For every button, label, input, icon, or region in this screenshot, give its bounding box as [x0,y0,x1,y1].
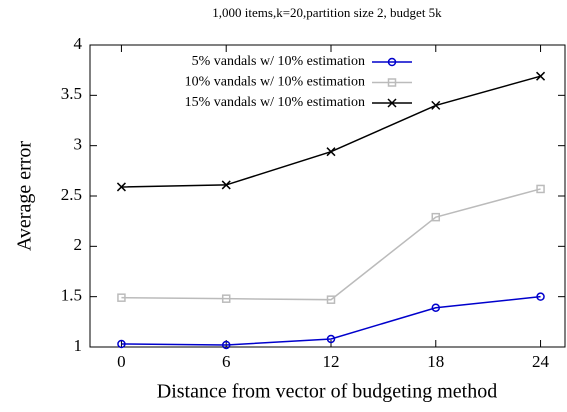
legend-marker [387,78,397,87]
marker [326,295,336,304]
legend-label: 5% vandals w/ 10% estimation [192,54,365,69]
marker [431,303,441,312]
series-line [121,75,541,188]
legend-marker [387,57,397,67]
marker [431,100,441,110]
legend-marker [387,98,397,108]
marker [221,340,231,350]
marker [326,147,336,157]
marker [326,334,336,344]
y-tick-label: 2.5 [61,185,82,204]
marker [536,184,545,194]
chart-title: 1,000 items,k=20,partition size 2, budge… [212,5,442,20]
y-tick-label: 2 [74,235,83,254]
x-tick-label: 6 [222,352,231,371]
marker [536,292,545,301]
legend-label: 10% vandals w/ 10% estimation [185,75,365,90]
y-tick-label: 3.5 [61,84,82,103]
y-tick-label: 1 [74,336,83,355]
y-tick-label: 3 [74,135,83,154]
marker [117,339,126,349]
x-tick-label: 12 [322,352,339,371]
marker [536,71,546,81]
marker [221,294,231,303]
marker [221,180,231,190]
x-tick-label: 18 [427,352,444,371]
y-tick-label: 1.5 [61,286,82,305]
y-axis-label: Average error [14,141,36,251]
x-tick-label: 24 [532,352,550,371]
y-tick-label: 4 [74,34,83,53]
series-line [121,295,541,346]
marker [116,182,126,192]
x-axis-label: Distance from vector of budgeting method [157,381,497,403]
series-line [121,188,541,301]
marker [117,293,126,302]
marker [431,212,441,222]
x-tick-label: 0 [117,352,126,371]
legend-label: 15% vandals w/ 10% estimation [185,95,365,110]
